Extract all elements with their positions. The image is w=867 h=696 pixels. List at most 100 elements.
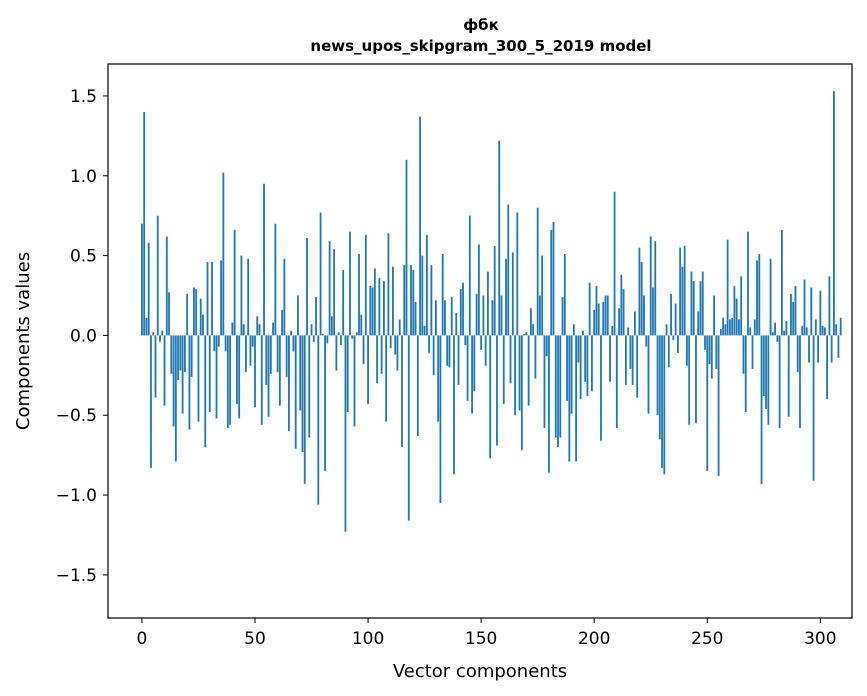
bar	[380, 335, 383, 374]
x-tick-label: 150	[465, 629, 497, 649]
bar	[204, 335, 207, 448]
bar	[593, 309, 596, 336]
bar	[681, 266, 684, 336]
bar	[174, 335, 177, 462]
bar	[520, 335, 523, 451]
bar	[751, 335, 754, 369]
bar	[505, 258, 507, 336]
bar	[566, 335, 568, 401]
bar	[432, 335, 435, 376]
bar	[532, 324, 535, 336]
bar	[247, 258, 250, 336]
bar	[319, 212, 322, 336]
bar	[713, 295, 715, 336]
bar	[803, 279, 806, 336]
bar	[251, 335, 254, 347]
bar	[344, 335, 347, 532]
bar	[152, 332, 155, 336]
bar	[369, 285, 372, 336]
bar	[297, 295, 299, 336]
bar	[453, 335, 455, 475]
plot-frame	[107, 63, 853, 619]
bar	[183, 335, 186, 373]
bar	[636, 335, 639, 398]
bar	[407, 335, 410, 521]
bar	[310, 324, 313, 336]
bar	[242, 324, 245, 336]
bar	[278, 335, 281, 406]
bar	[658, 335, 661, 440]
bar	[507, 204, 510, 336]
y-axis-label: Components values	[13, 252, 34, 430]
bar	[342, 269, 345, 336]
bar	[548, 335, 550, 473]
bar	[529, 308, 532, 336]
bar	[600, 335, 602, 441]
bar	[446, 335, 449, 366]
bar	[575, 335, 578, 462]
bar	[527, 335, 530, 406]
bar	[231, 322, 234, 336]
bar	[670, 293, 672, 336]
bar	[473, 335, 476, 392]
y-tick-label: 1.5	[70, 87, 97, 107]
bar	[256, 316, 259, 336]
bar	[217, 335, 220, 347]
bar	[790, 293, 792, 336]
bar	[190, 335, 193, 377]
bar	[477, 244, 480, 336]
bar	[674, 303, 677, 336]
x-tick-label: 0	[137, 629, 148, 649]
bar	[498, 140, 501, 336]
bar	[780, 230, 783, 336]
bar	[728, 319, 731, 336]
bar	[281, 309, 284, 336]
bar	[634, 311, 636, 336]
bar	[602, 301, 605, 336]
bar	[206, 261, 209, 336]
bar	[150, 335, 152, 468]
bar	[224, 335, 227, 352]
bar	[805, 327, 808, 336]
bar	[419, 116, 421, 336]
bar	[661, 335, 663, 468]
bar	[726, 239, 729, 336]
bar-series	[141, 91, 842, 532]
y-tick-label: −1.5	[56, 566, 97, 586]
bar	[143, 111, 146, 336]
bar	[260, 335, 263, 425]
bar	[722, 317, 725, 336]
bar	[141, 223, 143, 336]
bar	[358, 253, 360, 336]
bar	[466, 335, 469, 401]
bar	[484, 335, 487, 366]
bar	[306, 238, 308, 336]
bar	[796, 335, 799, 373]
bar	[249, 335, 252, 366]
bar	[631, 335, 634, 385]
bar	[444, 300, 446, 336]
bar	[154, 335, 157, 398]
bar	[552, 222, 555, 336]
bar	[586, 335, 589, 397]
bar	[416, 335, 419, 436]
bar	[398, 319, 401, 336]
bar	[826, 335, 829, 400]
bar	[817, 335, 819, 363]
bar	[769, 258, 772, 336]
x-tick-label: 250	[691, 629, 723, 649]
bar	[292, 335, 295, 352]
bar	[215, 335, 218, 419]
bar	[491, 300, 494, 336]
bar	[170, 335, 173, 374]
bar	[753, 319, 756, 336]
bar	[396, 335, 399, 371]
bar	[561, 297, 564, 336]
bar	[742, 335, 745, 374]
bar	[156, 215, 159, 336]
bar	[430, 265, 433, 336]
bar	[683, 246, 686, 336]
bar	[439, 335, 442, 504]
bar	[147, 242, 150, 336]
bar	[771, 332, 774, 336]
